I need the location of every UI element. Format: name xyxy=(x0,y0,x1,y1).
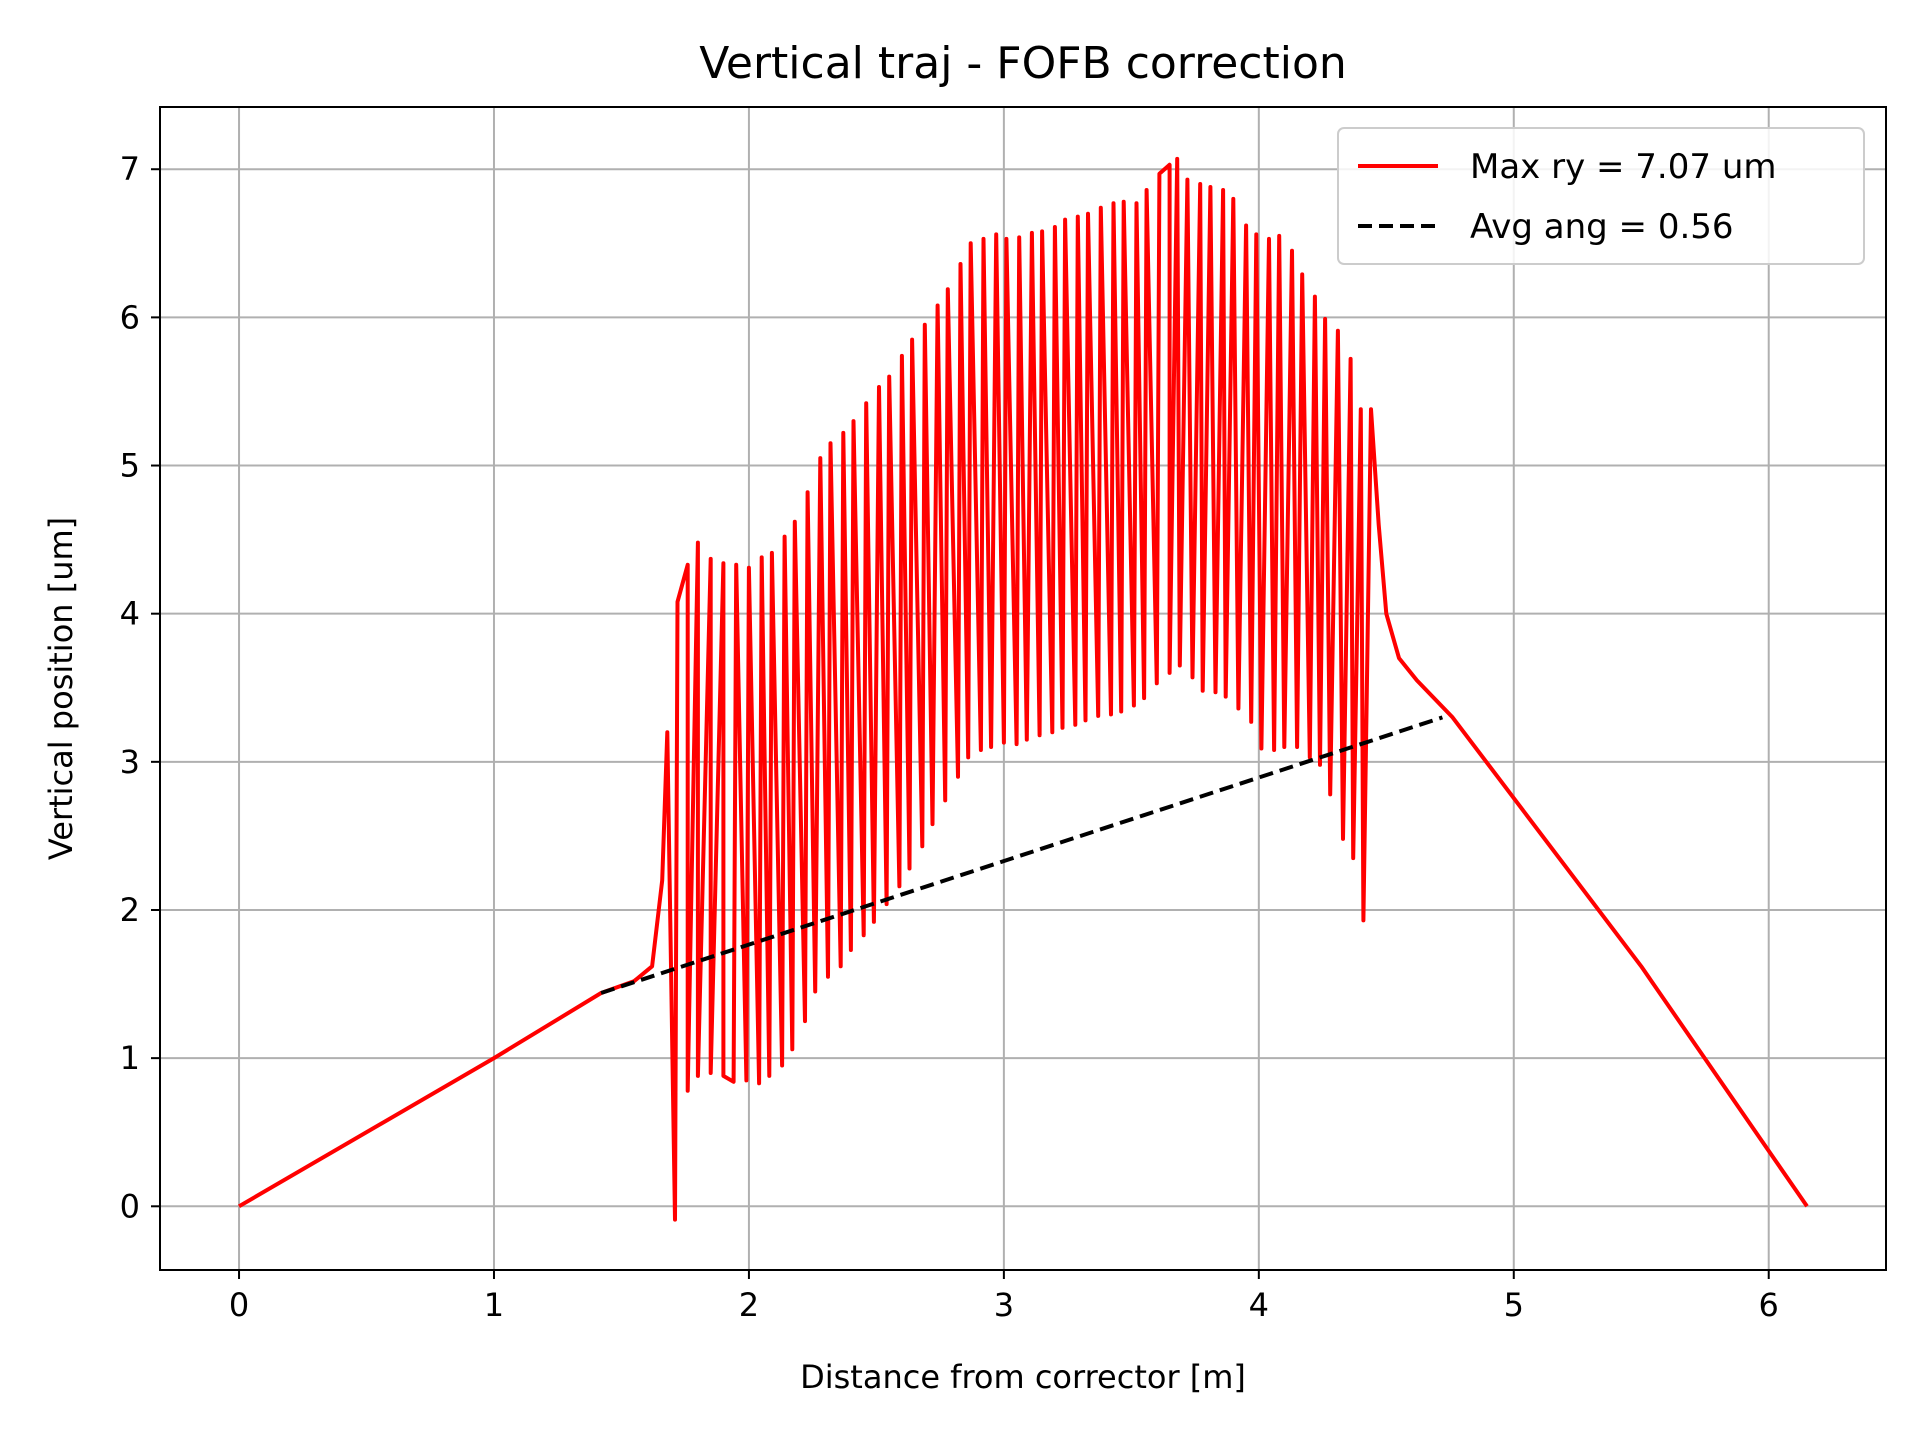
x-tick-label: 6 xyxy=(1759,1286,1779,1324)
y-tick-label: 0 xyxy=(120,1187,140,1225)
axis-ticks: 0 1 2 3 4 5 6 0 1 2 3 4 5 6 7 xyxy=(120,150,1779,1324)
x-tick-label: 4 xyxy=(1249,1286,1269,1324)
legend-label-avg-ang: Avg ang = 0.56 xyxy=(1470,207,1734,247)
y-tick-label: 5 xyxy=(120,447,140,485)
legend-label-max-ry: Max ry = 7.07 um xyxy=(1470,147,1776,187)
y-axis-title: Vertical position [um] xyxy=(42,517,80,860)
x-tick-label: 1 xyxy=(484,1286,504,1324)
legend: Max ry = 7.07 um Avg ang = 0.56 xyxy=(1337,127,1865,265)
y-tick-label: 7 xyxy=(120,150,140,188)
plot-series xyxy=(237,156,1809,1222)
trajectory-line xyxy=(237,156,1809,1222)
y-tick-label: 1 xyxy=(120,1039,140,1077)
y-tick-label: 2 xyxy=(120,891,140,929)
y-tick-label: 4 xyxy=(120,595,140,633)
y-tick-label: 6 xyxy=(120,298,140,336)
x-axis-title: Distance from corrector [m] xyxy=(800,1358,1246,1396)
x-tick-label: 3 xyxy=(994,1286,1014,1324)
x-tick-label: 5 xyxy=(1504,1286,1524,1324)
legend-box xyxy=(1337,127,1865,265)
plot-frame xyxy=(159,106,1887,1271)
y-tick-label: 3 xyxy=(120,743,140,781)
x-tick-label: 2 xyxy=(739,1286,759,1324)
average-angle-line xyxy=(600,715,1444,995)
x-tick-label: 0 xyxy=(229,1286,249,1324)
chart-title: Vertical traj - FOFB correction xyxy=(699,38,1347,89)
